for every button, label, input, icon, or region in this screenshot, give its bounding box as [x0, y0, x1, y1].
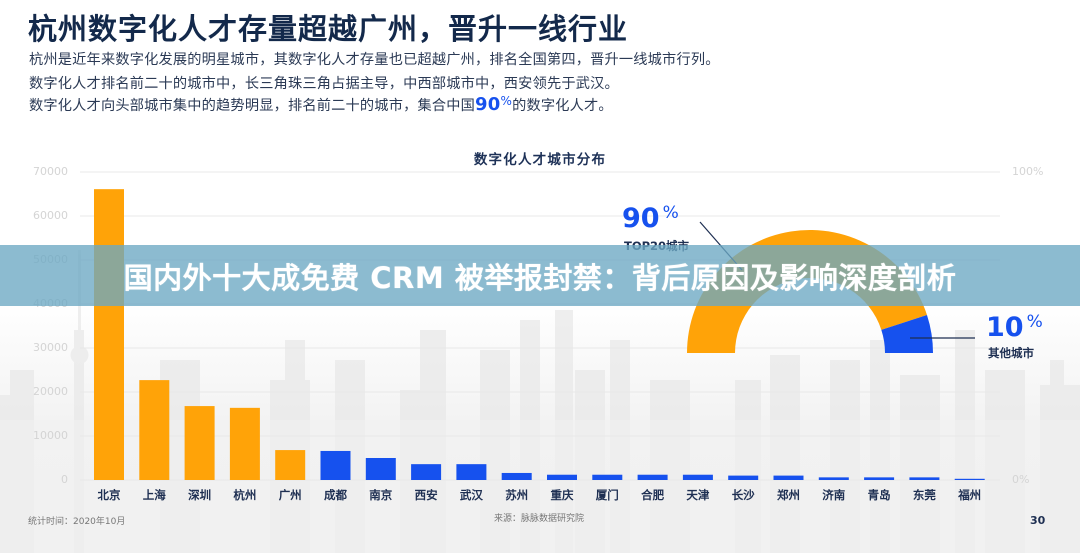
stat-time: 统计时间：2020年10月 — [28, 517, 126, 527]
x-tick-label: 北京 — [97, 488, 121, 502]
x-tick-label: 武汉 — [459, 488, 483, 502]
x-tick-label: 成都 — [324, 488, 347, 502]
bar-东莞 — [909, 477, 940, 480]
page-number: 30 — [1030, 514, 1046, 527]
bar-福州 — [954, 478, 985, 480]
gauge-segment-其他城市 — [881, 314, 933, 353]
page-headline: 杭州数字化人才存量超越广州，晋升一线行业 — [28, 12, 629, 46]
description-line-1: 杭州是近年来数字化发展的明星城市，其数字化人才存量也已超越广州，排名全国第四，晋… — [29, 52, 720, 68]
x-tick-label: 郑州 — [777, 488, 800, 502]
y-axis-right-top-tick: 100% — [1012, 165, 1044, 178]
x-tick-label: 西安 — [414, 488, 438, 502]
bar-武汉 — [456, 464, 487, 480]
highlight-percent-sign: % — [500, 94, 513, 108]
x-tick-label: 济南 — [822, 488, 846, 502]
bar-北京 — [94, 189, 124, 480]
data-source: 来源：脉脉数据研究院 — [494, 514, 585, 524]
gauge-other-label: 其他城市 — [988, 346, 1034, 360]
description-line-3-suffix: 的数字化人才。 — [512, 98, 613, 114]
description-line-3: 数字化人才向头部城市集中的趋势明显，排名前二十的城市，集合中国90%的数字化人才… — [29, 94, 613, 115]
x-tick-label: 天津 — [686, 488, 710, 502]
bar-杭州 — [229, 407, 260, 480]
bar-合肥 — [637, 474, 668, 480]
x-tick-label: 重庆 — [550, 488, 574, 502]
x-tick-label: 苏州 — [505, 488, 529, 502]
description-line-2: 数字化人才排名前二十的城市中，长三角珠三角占据主导，中西部城市中，西安领先于武汉… — [29, 76, 619, 92]
description-line-3-prefix: 数字化人才向头部城市集中的趋势明显，排名前二十的城市，集合中国 — [29, 98, 476, 114]
bar-郑州 — [773, 475, 804, 480]
x-tick-label: 广州 — [278, 488, 302, 502]
y-tick-label: 60000 — [33, 209, 68, 222]
gauge-other-number: 10 — [986, 312, 1024, 343]
bar-长沙 — [728, 475, 759, 480]
x-tick-label: 上海 — [142, 488, 166, 502]
gauge-top20-value: 90% — [622, 203, 679, 234]
overlay-title-text: 国内外十大成免费 CRM 被举报封禁：背后原因及影响深度剖析 — [123, 260, 957, 295]
highlight-90-number: 90 — [475, 94, 501, 115]
y-tick-label: 30000 — [33, 341, 68, 354]
bar-天津 — [682, 474, 713, 480]
x-tick-label: 福州 — [958, 488, 982, 502]
bar-济南 — [818, 477, 849, 480]
bar-厦门 — [592, 474, 623, 480]
x-tick-label: 杭州 — [233, 488, 257, 502]
x-tick-label: 长沙 — [731, 488, 755, 502]
overlay-title-banner: 国内外十大成免费 CRM 被举报封禁：背后原因及影响深度剖析 — [0, 245, 1080, 306]
x-tick-label: 青岛 — [867, 488, 891, 502]
y-tick-label: 10000 — [33, 429, 68, 442]
bar-南京 — [365, 458, 396, 480]
bar-上海 — [139, 380, 170, 480]
y-axis-right-bottom-tick: 0% — [1012, 473, 1030, 486]
gauge-other-percent: % — [1026, 312, 1043, 332]
bar-广州 — [275, 450, 306, 480]
gauge-other-value: 10% — [986, 312, 1043, 343]
y-tick-label: 70000 — [33, 165, 68, 178]
x-tick-label: 厦门 — [595, 488, 619, 502]
x-tick-label: 东莞 — [912, 488, 936, 502]
bar-青岛 — [864, 477, 895, 480]
gauge-top20-number: 90 — [622, 203, 660, 234]
x-tick-label: 南京 — [369, 488, 393, 502]
chart-title: 数字化人才城市分布 — [473, 152, 607, 168]
bar-重庆 — [547, 474, 577, 480]
bar-西安 — [411, 464, 442, 480]
y-tick-label: 0 — [61, 473, 68, 486]
gridlines — [80, 171, 1000, 481]
x-tick-label: 合肥 — [641, 488, 665, 502]
bar-苏州 — [501, 472, 532, 480]
bar-深圳 — [184, 406, 215, 480]
gauge-top20-percent: % — [662, 203, 679, 223]
bar-series — [94, 189, 985, 480]
y-tick-label: 20000 — [33, 385, 68, 398]
x-tick-label: 深圳 — [188, 488, 212, 502]
bar-成都 — [320, 450, 351, 480]
